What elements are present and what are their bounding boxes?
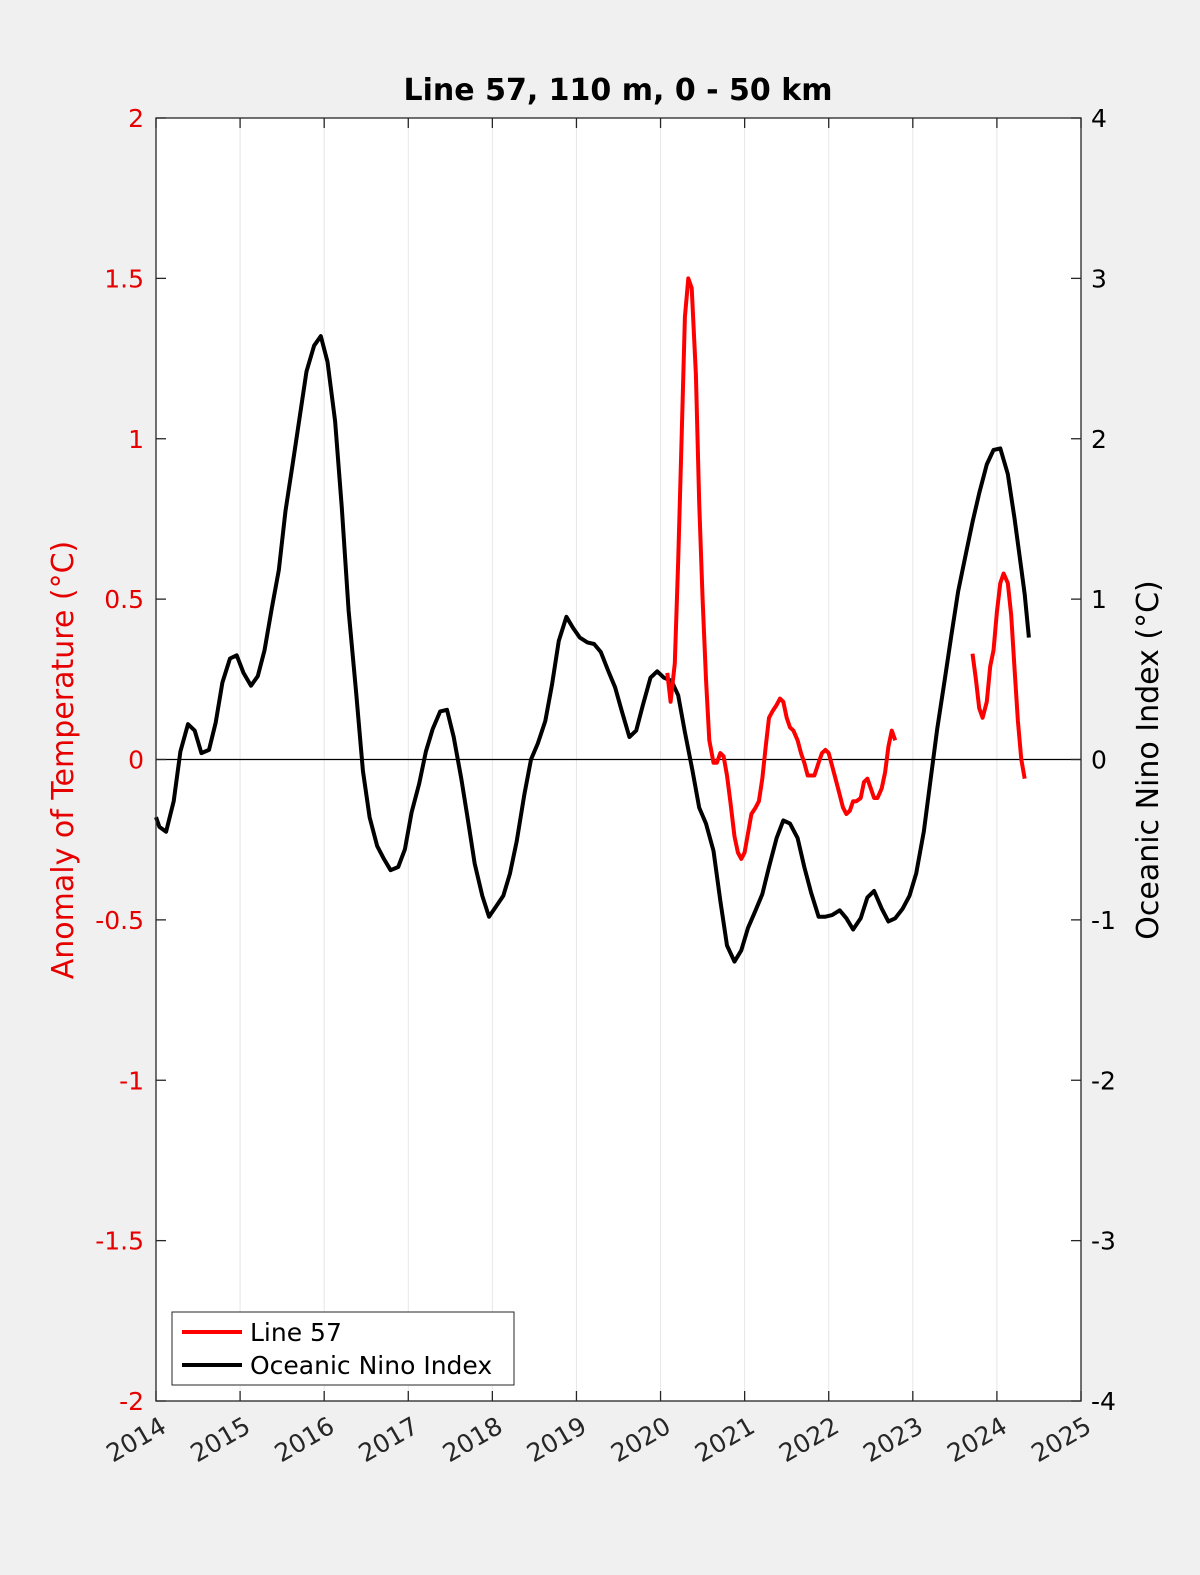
x-tick-label: 2022 bbox=[774, 1411, 844, 1468]
y-right-tick-label: -3 bbox=[1091, 1227, 1116, 1256]
y-left-tick-label: -2 bbox=[119, 1387, 144, 1416]
y-right-tick-label: -4 bbox=[1091, 1387, 1116, 1416]
x-tick-label: 2020 bbox=[606, 1411, 676, 1468]
legend-label-line-57: Line 57 bbox=[250, 1318, 342, 1347]
y-left-tick-label: -1.5 bbox=[95, 1227, 144, 1256]
series-line-57-segment-0 bbox=[665, 276, 898, 861]
y-right-tick-label: 3 bbox=[1091, 264, 1107, 293]
y-right-tick-label: 2 bbox=[1091, 425, 1107, 454]
y-right-tick-label: 4 bbox=[1091, 104, 1107, 133]
x-tick-label: 2016 bbox=[270, 1411, 340, 1468]
y-left-tick-label: 2 bbox=[128, 104, 144, 133]
y-right-tick-label: 0 bbox=[1091, 746, 1107, 775]
y-left-tick-label: 0 bbox=[128, 746, 144, 775]
x-tick-label: 2019 bbox=[522, 1411, 592, 1468]
x-tick-label: 2018 bbox=[438, 1411, 508, 1468]
legend: Line 57 Oceanic Nino Index bbox=[171, 1311, 515, 1386]
legend-label-oni: Oceanic Nino Index bbox=[250, 1351, 492, 1380]
y-left-tick-label: -0.5 bbox=[95, 906, 144, 935]
x-tick-label: 2014 bbox=[101, 1411, 171, 1468]
y-right-tick-label: -1 bbox=[1091, 906, 1116, 935]
y-left-tick-label: -1 bbox=[119, 1066, 144, 1095]
series-layer bbox=[154, 276, 1081, 964]
series-oni-segment-0 bbox=[154, 334, 1031, 964]
chart-title: Line 57, 110 m, 0 - 50 km bbox=[404, 73, 833, 108]
x-tick-label: 2017 bbox=[354, 1411, 424, 1468]
x-tick-label: 2025 bbox=[1026, 1411, 1096, 1468]
x-tick-label: 2024 bbox=[942, 1411, 1012, 1468]
y-axis-right-label: Oceanic Nino Index (°C) bbox=[1131, 580, 1166, 940]
y-axis-left-label: Anomaly of Temperature (°C) bbox=[46, 541, 81, 980]
x-tick-label: 2015 bbox=[185, 1411, 255, 1468]
legend-box bbox=[171, 1311, 515, 1386]
x-tick-label: 2023 bbox=[858, 1411, 928, 1468]
y-right-tick-label: 1 bbox=[1091, 585, 1107, 614]
y-left-tick-label: 1 bbox=[128, 425, 144, 454]
x-tick-label: 2021 bbox=[690, 1411, 760, 1468]
y-left-tick-label: 0.5 bbox=[104, 585, 144, 614]
series-line-57-segment-1 bbox=[970, 571, 1027, 780]
y-left-tick-label: 1.5 bbox=[104, 264, 144, 293]
y-right-tick-label: -2 bbox=[1091, 1066, 1116, 1095]
